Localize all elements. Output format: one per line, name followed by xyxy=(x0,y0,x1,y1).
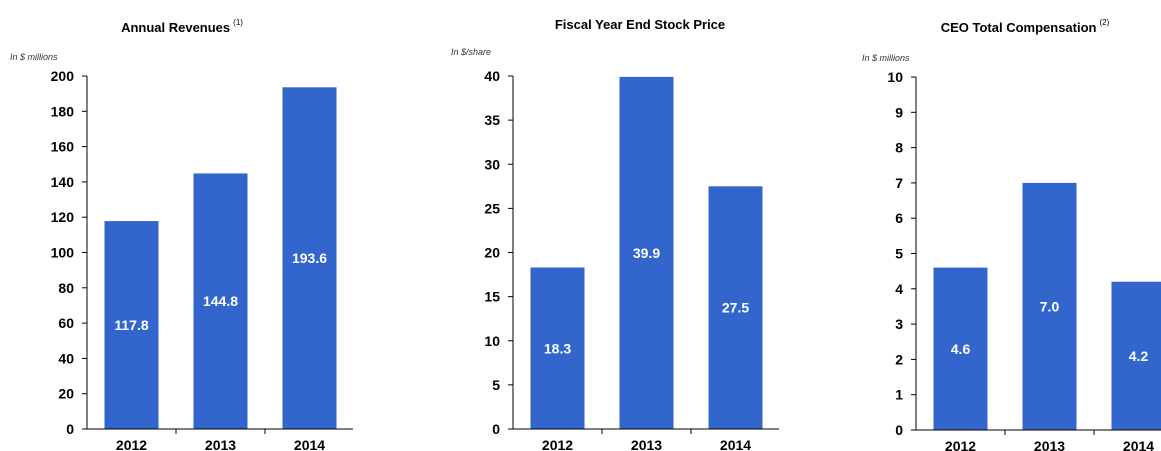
y-tick-label: 100 xyxy=(51,245,75,261)
x-tick-label: 2013 xyxy=(1034,438,1065,451)
y-tick-label: 8 xyxy=(895,140,903,156)
chart-title-footnote: (1) xyxy=(233,18,243,27)
y-tick-label: 1 xyxy=(895,387,903,403)
unit-label: In $/share xyxy=(451,47,491,57)
y-tick-label: 60 xyxy=(58,315,74,331)
x-tick-label: 2014 xyxy=(720,437,751,451)
y-tick-label: 0 xyxy=(895,422,903,438)
y-tick-label: 5 xyxy=(895,246,903,262)
bar-2014 xyxy=(282,87,337,430)
y-tick-label: 40 xyxy=(58,350,74,366)
bar-2013 xyxy=(619,76,674,429)
y-tick-label: 10 xyxy=(484,333,500,349)
y-tick-label: 30 xyxy=(484,156,500,172)
y-tick-label: 140 xyxy=(51,174,75,190)
y-tick-label: 10 xyxy=(887,69,903,85)
chart-title-footnote: (2) xyxy=(1099,18,1109,27)
chart-title: Fiscal Year End Stock Price xyxy=(555,17,725,32)
y-tick-label: 0 xyxy=(492,421,500,437)
y-tick-label: 35 xyxy=(484,112,500,128)
x-tick-label: 2012 xyxy=(116,437,147,451)
y-tick-label: 20 xyxy=(58,386,74,402)
data-label-2014: 193.6 xyxy=(292,250,327,266)
x-tick-label: 2013 xyxy=(205,437,236,451)
y-tick-label: 3 xyxy=(895,316,903,332)
unit-label: In $ millions xyxy=(10,52,58,62)
y-tick-label: 160 xyxy=(51,139,75,155)
bar-2012 xyxy=(933,267,988,430)
data-label-2014: 27.5 xyxy=(722,300,749,316)
bar-2014 xyxy=(1111,281,1161,430)
data-label-2013: 144.8 xyxy=(203,293,238,309)
chart-title-text: CEO Total Compensation xyxy=(941,20,1097,35)
data-label-2013: 39.9 xyxy=(633,245,660,261)
y-tick-label: 7 xyxy=(895,175,903,191)
bar-2013 xyxy=(193,173,248,429)
y-tick-label: 6 xyxy=(895,210,903,226)
data-label-2012: 4.6 xyxy=(951,341,971,357)
x-tick-label: 2012 xyxy=(542,437,573,451)
chart-title: CEO Total Compensation (2) xyxy=(941,18,1110,35)
bar-2014 xyxy=(708,186,763,429)
data-label-2012: 18.3 xyxy=(544,340,571,356)
y-tick-label: 25 xyxy=(484,200,500,216)
y-tick-label: 180 xyxy=(51,103,75,119)
y-tick-label: 0 xyxy=(66,421,74,437)
y-tick-label: 80 xyxy=(58,280,74,296)
y-tick-label: 20 xyxy=(484,245,500,261)
x-tick-label: 2012 xyxy=(945,438,976,451)
y-tick-label: 15 xyxy=(484,289,500,305)
data-label-2013: 7.0 xyxy=(1040,298,1060,314)
bar-2012 xyxy=(104,221,159,429)
chart-2: Fiscal Year End Stock Price In $/share 18.… xyxy=(451,17,779,451)
data-label-2014: 4.2 xyxy=(1129,348,1149,364)
x-tick-label: 2013 xyxy=(631,437,662,451)
chart-3: CEO Total Compensation (2) In $ millions 4.… xyxy=(862,18,1161,451)
y-tick-label: 4 xyxy=(895,281,903,297)
x-tick-label: 2014 xyxy=(294,437,325,451)
bar-2013 xyxy=(1022,182,1077,430)
chart-1: Annual Revenues (1)In $ millions117.82012… xyxy=(10,18,353,451)
y-tick-label: 9 xyxy=(895,104,903,120)
data-label-2012: 117.8 xyxy=(114,317,148,333)
y-tick-label: 120 xyxy=(51,209,75,225)
chart-title: Annual Revenues (1) xyxy=(121,18,243,35)
chart-title-text: Fiscal Year End Stock Price xyxy=(555,17,725,32)
y-tick-label: 2 xyxy=(895,351,903,367)
chart-title-text: Annual Revenues xyxy=(121,20,230,35)
y-tick-label: 5 xyxy=(492,377,500,393)
x-tick-label: 2014 xyxy=(1123,438,1154,451)
bar-2012 xyxy=(530,267,585,429)
y-tick-label: 200 xyxy=(51,68,75,84)
unit-label: In $ millions xyxy=(862,53,910,63)
y-tick-label: 40 xyxy=(484,68,500,84)
